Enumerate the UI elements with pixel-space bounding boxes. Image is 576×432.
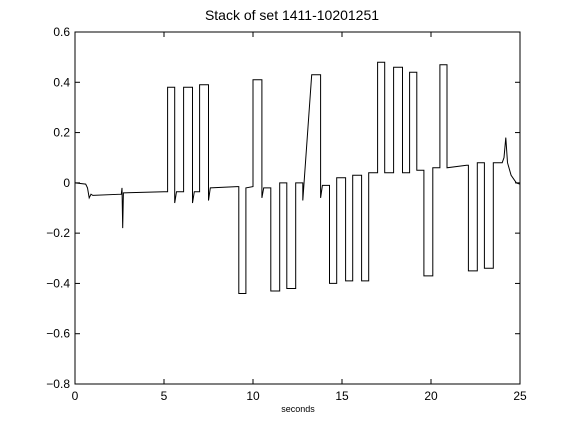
y-tick-label: 0.4 [53,75,70,89]
x-tick-label: 5 [161,389,168,403]
tick-labels: 0 5 10 15 20 25 −0.8 −0.6 −0.4 −0.2 0 0.2 0.4 0.6 [46,25,527,403]
plot-area [74,31,521,385]
x-tick-label: 25 [513,389,527,403]
chart-title: Stack of set 1411-10201251 [205,7,379,23]
y-tick-label: 0.6 [53,25,70,39]
y-tick-label: −0.4 [46,276,70,290]
y-tick-label: −0.6 [46,327,70,341]
x-tick-label: 10 [246,389,260,403]
x-tick-label: 15 [335,389,349,403]
x-axis-label: seconds [281,404,315,414]
y-tick-label: 0.2 [53,126,70,140]
y-tick-label: 0 [63,176,70,190]
y-tick-label: −0.8 [46,377,70,391]
x-tick-label: 20 [424,389,438,403]
x-tick-label: 0 [72,389,79,403]
data-line [74,61,521,294]
y-tick-label: −0.2 [46,226,70,240]
